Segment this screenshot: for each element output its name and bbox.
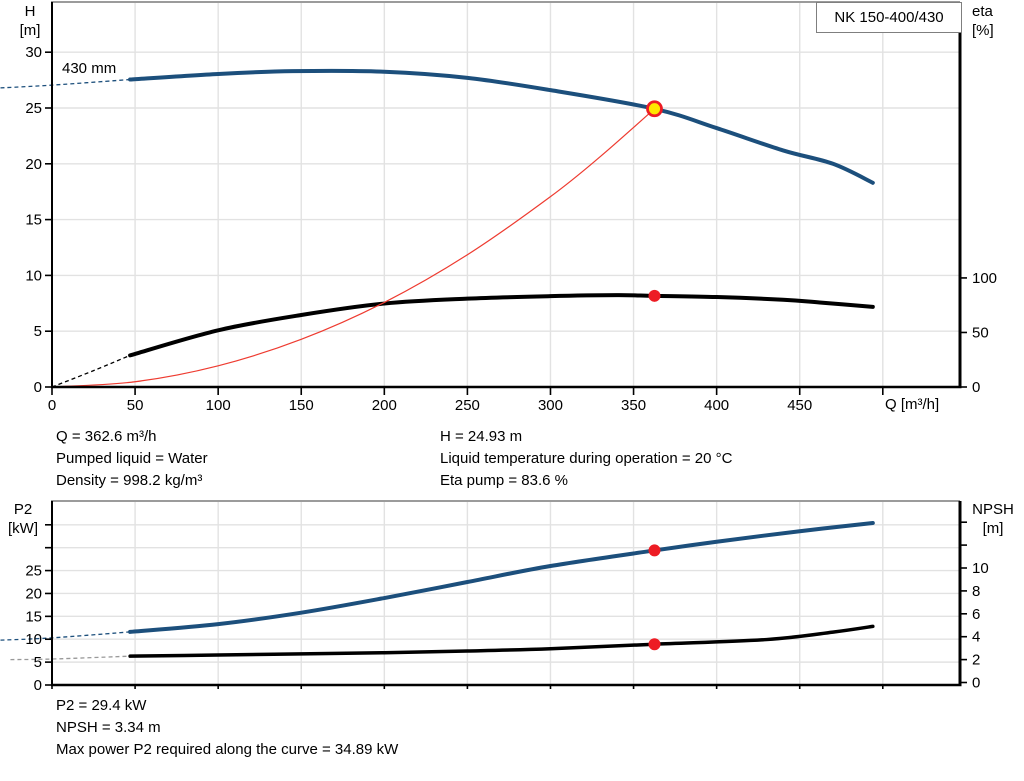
head-curve-430mm-dashed — [0, 78, 131, 89]
p2npsh-right-tick-label: 4 — [972, 629, 980, 646]
qh-left-tick-label: 30 — [25, 44, 42, 61]
p2-axis-label-line2: [kW] — [8, 520, 38, 537]
eta-axis-label-line2: [%] — [972, 22, 994, 39]
p2npsh-right-tick-label: 10 — [972, 560, 989, 577]
p2-axis-label: P2 [kW] — [2, 500, 44, 538]
efficiency-point — [648, 289, 661, 302]
duty-parabola — [51, 108, 656, 388]
p2-axis-label-line1: P2 — [13, 501, 33, 518]
npsh-axis-label-line2: [m] — [982, 520, 1004, 537]
qh-x-tick-label: 250 — [455, 397, 480, 414]
qh-x-tick-label: 450 — [787, 397, 812, 414]
efficiency-curve — [128, 293, 875, 358]
p2npsh-right-tick-label: 0 — [972, 675, 980, 692]
head-curve-430mm — [128, 68, 875, 185]
p2npsh-left-tick-label: 10 — [25, 631, 42, 648]
eta-axis-label: eta [%] — [972, 2, 1022, 40]
qh-x-tick-label: 100 — [206, 397, 231, 414]
qh-x-tick-label: 200 — [372, 397, 397, 414]
qh-x-tick-label: 0 — [48, 397, 56, 414]
qh-left-tick-label: 0 — [34, 379, 42, 396]
h-axis-label-line2: [m] — [19, 22, 41, 39]
impeller-size-label: 430 mm — [62, 60, 117, 77]
npsh-curve — [128, 624, 875, 658]
info-npsh: NPSH = 3.34 m — [56, 719, 161, 736]
info-liquid-temperature: Liquid temperature during operation = 20… — [440, 450, 733, 467]
duty-info-left: Q = 362.6 m³/h Pumped liquid = Water Den… — [56, 426, 208, 492]
qh-x-tick-label: 350 — [621, 397, 646, 414]
duty-point — [646, 100, 663, 118]
qh-left-tick-label: 20 — [25, 156, 42, 173]
qh-right-tick-label: 0 — [972, 379, 980, 396]
p2npsh-right-tick-label: 2 — [972, 652, 980, 669]
eta-axis-label-line1: eta — [972, 3, 993, 20]
q-axis-label: Q [m³/h] — [885, 396, 940, 413]
p2npsh-left-tick-label: 0 — [34, 677, 42, 694]
p2npsh-right-tick-label: 6 — [972, 606, 980, 623]
duty-info-right: H = 24.93 m Liquid temperature during op… — [440, 426, 732, 492]
power-info: P2 = 29.4 kW NPSH = 3.34 m Max power P2 … — [56, 695, 398, 761]
h-axis-label-line1: H — [24, 3, 36, 20]
info-eta-pump: Eta pump = 83.6 % — [440, 472, 568, 489]
qh-right-tick-label: 100 — [972, 270, 997, 287]
p2npsh-left-tick-label: 5 — [34, 654, 42, 671]
info-head: H = 24.93 m — [440, 428, 523, 445]
h-axis-label: H [m] — [10, 2, 50, 40]
p2npsh-right-tick-label: 8 — [972, 583, 980, 600]
npsh-point — [648, 638, 661, 651]
p2npsh-left-tick-label: 25 — [25, 563, 42, 580]
qh-x-tick-label: 400 — [704, 397, 729, 414]
qh-x-tick-label: 300 — [538, 397, 563, 414]
p2npsh-left-tick-label: 15 — [25, 608, 42, 625]
p2-point — [648, 544, 661, 557]
info-density: Density = 998.2 kg/m³ — [56, 472, 203, 489]
pump-model-box: NK 150-400/430 — [816, 2, 962, 33]
info-pumped-liquid: Pumped liquid = Water — [56, 450, 208, 467]
qh-x-tick-label: 50 — [127, 397, 144, 414]
p2-curve — [128, 520, 875, 634]
info-flow: Q = 362.6 m³/h — [56, 428, 157, 445]
npsh-axis-label-line1: NPSH — [972, 501, 1014, 518]
npsh-axis-label: NPSH [m] — [966, 500, 1020, 538]
npsh-curve-dashed — [10, 655, 131, 661]
efficiency-curve-dashed — [51, 354, 131, 388]
info-p2: P2 = 29.4 kW — [56, 697, 147, 714]
p2npsh-left-tick-label: 20 — [25, 585, 42, 602]
qh-left-tick-label: 15 — [25, 212, 42, 229]
qh-x-tick-label: 150 — [289, 397, 314, 414]
qh-left-tick-label: 25 — [25, 100, 42, 117]
info-max-power: Max power P2 required along the curve = … — [56, 741, 399, 758]
qh-left-tick-label: 5 — [34, 323, 42, 340]
qh-left-tick-label: 10 — [25, 267, 42, 284]
qh-right-tick-label: 50 — [972, 324, 989, 341]
